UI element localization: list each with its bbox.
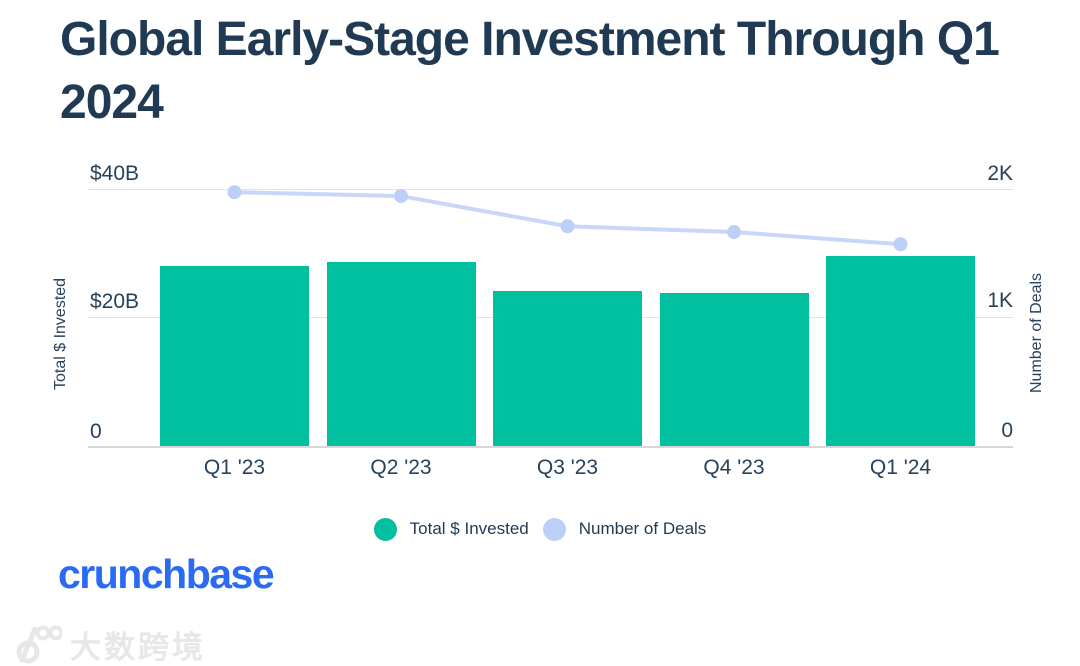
right-tick-1k: 1K [987,289,1013,312]
left-axis-title: Total $ Invested [52,277,69,390]
x-tick-label: Q3 '23 [536,456,599,479]
legend-item-number-of-deals: Number of Deals [542,517,707,541]
right-tick-2k: 2K [987,162,1013,185]
legend-label: Number of Deals [578,519,707,538]
deals-data-point [227,185,242,200]
left-tick-0: 0 [90,420,102,443]
x-axis-line [88,446,1013,448]
x-tick-label: Q1 '23 [203,456,266,479]
x-tick-label: Q1 '24 [869,456,932,479]
bar-q223 [326,261,476,446]
watermark-text: 大数跨境 [70,630,206,665]
chart-legend: Total $ Invested Number of Deals [0,514,1080,544]
total-invested-legend-dot-icon [373,517,397,541]
bar-q423 [659,293,809,446]
gridline-top [88,189,1013,190]
bar-q124 [826,255,975,446]
deals-data-point [394,189,408,204]
chart-title: Global Early-Stage Investment Through Q1… [60,13,1000,129]
watermark-100-logo-icon [16,625,62,663]
right-axis-title: Number of Deals [1028,272,1045,393]
legend-item-total-invested: Total $ Invested [373,517,529,541]
watermark: 大数跨境 [12,622,206,666]
right-tick-0: 0 [1001,419,1013,442]
left-tick-20b: $20B [90,290,140,313]
x-tick-label: Q2 '23 [370,456,432,479]
legend-label: Total $ Invested [409,519,529,538]
deals-data-point [893,237,908,252]
bar-q323 [493,290,642,446]
bar-q123 [160,266,309,446]
crunchbase-logo[interactable]: crunchbase [58,551,275,597]
deals-data-point [727,225,741,240]
x-tick-label: Q4 '23 [703,456,765,479]
left-tick-40b: $40B [90,162,140,185]
number-of-deals-line [234,190,901,247]
deals-data-point [560,219,575,234]
number-of-deals-legend-dot-icon [542,517,566,541]
